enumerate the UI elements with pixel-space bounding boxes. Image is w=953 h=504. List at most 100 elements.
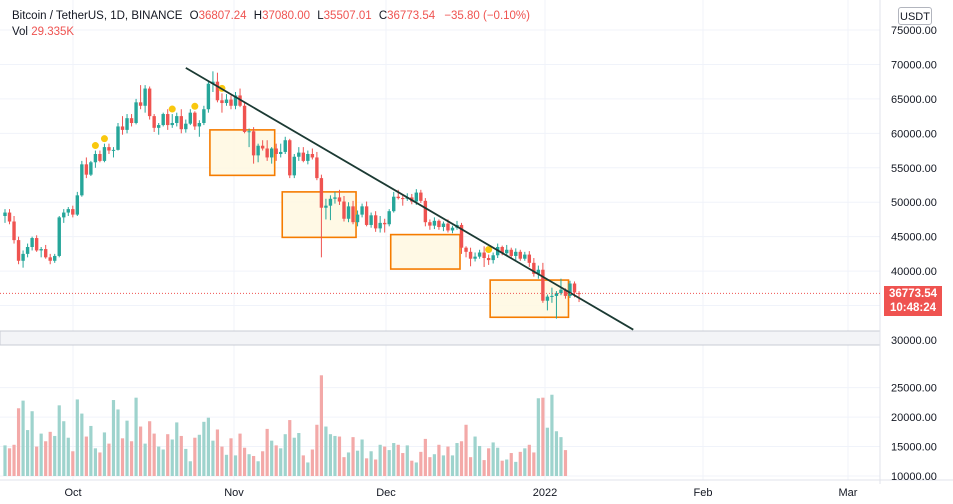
volume-bar <box>459 441 464 476</box>
volume-bar <box>532 452 536 476</box>
candle-body <box>197 123 202 127</box>
candle-body <box>233 95 238 106</box>
time-tick-label: Oct <box>64 487 81 499</box>
volume-bar <box>301 455 305 476</box>
volume-bar <box>545 427 549 476</box>
volume-bar <box>337 436 342 476</box>
volume-bar <box>360 439 364 476</box>
close-value: 36773.54 <box>387 10 436 22</box>
candle-body <box>134 102 138 123</box>
candle-body <box>360 206 364 215</box>
volume-bar <box>161 449 165 476</box>
volume-bar <box>319 375 323 476</box>
volume-bar <box>487 448 491 476</box>
candle-body <box>536 269 541 274</box>
time-tick-label: Dec <box>376 487 396 499</box>
volume-bar <box>355 450 360 476</box>
price-tick-label: 70000.00 <box>891 59 937 71</box>
candle-body <box>545 296 550 301</box>
volume-bar <box>233 455 238 476</box>
price-tick-label: 50000.00 <box>891 197 937 209</box>
volume-bar <box>211 440 215 476</box>
volume-bar <box>57 405 61 476</box>
volume-bar <box>419 451 423 476</box>
candle-body <box>39 249 43 251</box>
candle-body <box>75 195 80 215</box>
candle-body <box>179 116 183 130</box>
candle-body <box>193 112 197 127</box>
volume-bar <box>505 459 509 476</box>
candle-body <box>446 223 450 231</box>
candle-body <box>80 164 84 196</box>
ohlc-legend: Bitcoin / TetherUS, 1D, BINANCE O36807.2… <box>12 10 530 22</box>
volume-bar <box>247 454 251 476</box>
volume-bar <box>523 448 527 476</box>
volume-bar <box>383 446 387 476</box>
volume-bar <box>148 421 152 476</box>
bar-countdown: 10:48:24 <box>889 302 937 314</box>
candle-body <box>509 249 513 256</box>
candle-body <box>491 255 495 261</box>
volume-bar <box>310 449 314 476</box>
volume-bar <box>292 437 296 476</box>
volume-bar <box>455 443 459 476</box>
candle-body <box>514 251 518 256</box>
volume-bar <box>473 436 477 476</box>
volume-bar <box>482 460 486 476</box>
candle-body <box>315 157 319 179</box>
candle-body <box>288 140 292 176</box>
time-tick-label: Mar <box>839 487 858 499</box>
volume-bar <box>84 436 88 476</box>
candle-body <box>12 221 16 241</box>
volume-bar <box>527 444 531 476</box>
candle-body <box>437 220 441 228</box>
volume-bar <box>559 437 563 476</box>
volume-bar <box>224 454 229 476</box>
candle-body <box>428 222 432 226</box>
candle-body <box>206 83 211 110</box>
volume-bar <box>12 444 16 476</box>
candle-body <box>378 222 382 229</box>
volume-legend: Vol 29.335K <box>12 26 75 38</box>
volume-bar <box>496 447 500 476</box>
candle-body <box>333 197 337 199</box>
volume-bar <box>44 441 48 476</box>
volume-tick-label: 10000.00 <box>891 471 937 483</box>
price-tick-label: 45000.00 <box>891 232 937 244</box>
volume-bar <box>328 434 333 476</box>
candle-body <box>351 206 355 223</box>
candle-body <box>3 212 7 216</box>
volume-bar <box>7 448 12 476</box>
volume-bar <box>98 452 102 476</box>
volume-bar <box>89 425 93 476</box>
volume-bar <box>21 400 25 476</box>
currency-button[interactable]: USDT <box>898 7 932 25</box>
last-price-value: 36773.54 <box>889 288 937 300</box>
volume-bar <box>563 450 568 476</box>
volume-bar <box>71 451 75 476</box>
time-tick-label: 2022 <box>533 487 557 499</box>
volume-bar <box>30 411 34 476</box>
volume-bar <box>509 453 513 476</box>
volume-bar <box>215 429 220 476</box>
candle-body <box>401 198 405 200</box>
candle-body <box>563 289 568 296</box>
pane-separator <box>0 330 881 346</box>
candle-body <box>48 257 52 261</box>
volume-bar <box>441 455 446 476</box>
volume-bar <box>35 446 39 476</box>
candle-body <box>306 154 310 161</box>
candle-body <box>166 114 170 126</box>
candle-body <box>324 205 328 208</box>
volume-value: 29.335K <box>31 26 75 38</box>
candle-body <box>310 154 315 158</box>
volume-bar <box>265 428 269 476</box>
volume-bar <box>53 435 57 476</box>
volume-bar <box>134 397 138 476</box>
candle-body <box>34 238 39 251</box>
volume-bar <box>152 433 156 476</box>
price-tick-label: 65000.00 <box>891 94 937 106</box>
volume-tick-label: 15000.00 <box>891 442 937 454</box>
candle-body <box>419 192 423 201</box>
